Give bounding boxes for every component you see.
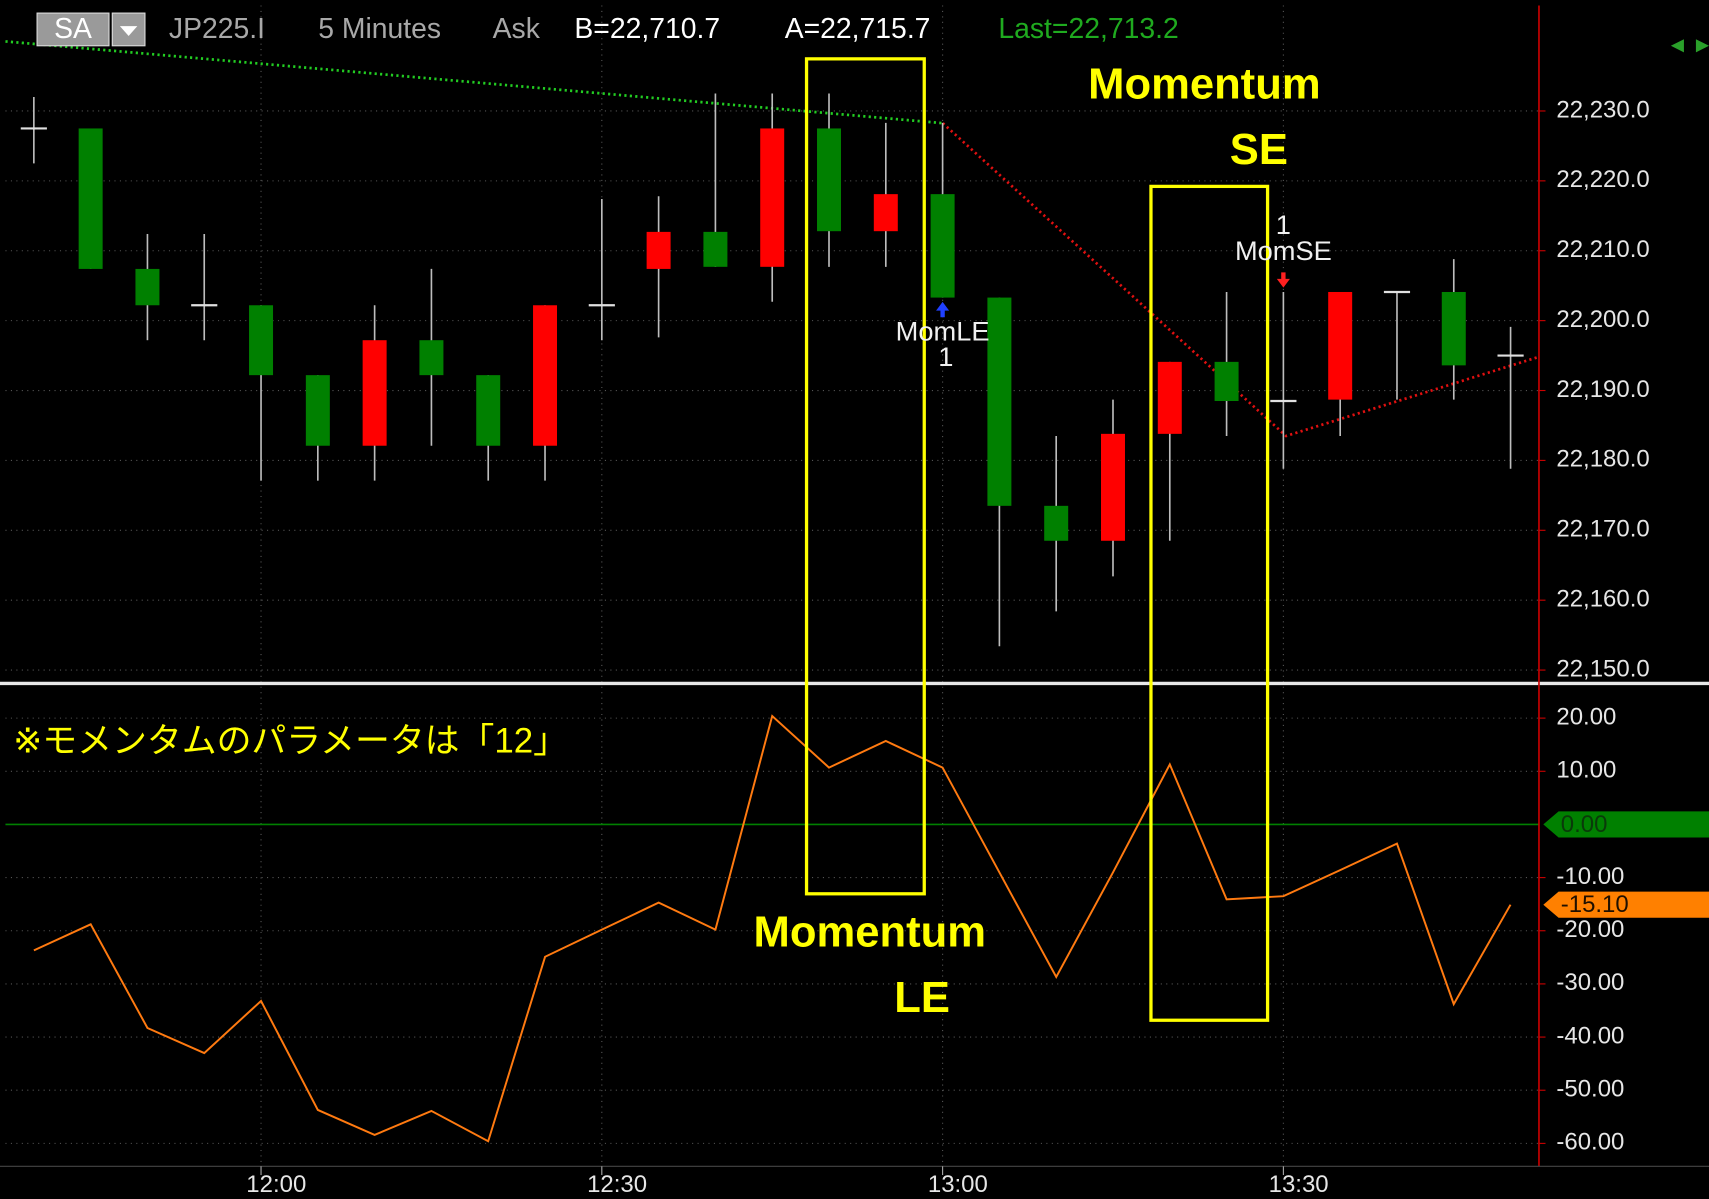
candle-body xyxy=(476,375,501,446)
signal-count: 1 xyxy=(938,341,953,372)
grid-layer xyxy=(5,5,1539,1165)
y-tick-label: 22,180.0 xyxy=(1556,446,1649,473)
value-marker-label: 0.00 xyxy=(1561,811,1608,838)
candle-body xyxy=(703,231,728,267)
y-tick-label: -20.00 xyxy=(1556,916,1624,943)
y-tick-label: 22,230.0 xyxy=(1556,96,1649,123)
y-tick-label: 22,160.0 xyxy=(1556,586,1649,613)
y-tick-label: 22,170.0 xyxy=(1556,516,1649,543)
signal-count: 1 xyxy=(1276,209,1291,240)
candle-body xyxy=(873,194,898,232)
x-tick-label: 13:30 xyxy=(1269,1171,1329,1198)
value-marker xyxy=(1543,891,1709,918)
y-tick-label: -50.00 xyxy=(1556,1076,1624,1103)
candle-body xyxy=(362,340,387,446)
trail-line xyxy=(5,40,943,125)
ask: A=22,715.7 xyxy=(785,13,931,45)
value-marker-label: -15.10 xyxy=(1561,891,1629,918)
y-tick-label: -10.00 xyxy=(1556,863,1624,890)
symbol-button-label[interactable]: SA xyxy=(54,13,92,45)
annotation: Momentum xyxy=(754,909,986,957)
y-tick-label: 22,210.0 xyxy=(1556,236,1649,263)
candle-body xyxy=(646,231,671,269)
highlight-box xyxy=(1149,184,1270,1022)
symbol-button[interactable] xyxy=(36,12,110,47)
y-tick-label: 10.00 xyxy=(1556,757,1616,784)
x-tick-label: 13:00 xyxy=(928,1171,988,1198)
signal-label: MomLE xyxy=(896,316,990,347)
candle-body xyxy=(1214,361,1239,402)
candle-body xyxy=(930,194,955,298)
annotation: SE xyxy=(1230,126,1288,174)
candle-body xyxy=(1101,433,1125,541)
x-tick-label: 12:30 xyxy=(587,1171,647,1198)
y-tick-label: 20.00 xyxy=(1556,703,1616,730)
signal-label: MomSE xyxy=(1235,235,1332,266)
y-tick-label: 22,150.0 xyxy=(1556,655,1649,682)
y-tick-label: -30.00 xyxy=(1556,969,1624,996)
candle-body xyxy=(249,305,274,376)
candle-body xyxy=(1441,291,1466,366)
parameter-note: ※モメンタムのパラメータは「12」 xyxy=(13,722,568,761)
candle-body xyxy=(1328,291,1353,400)
highlight-box xyxy=(804,57,926,896)
y-tick-label: 22,200.0 xyxy=(1556,306,1649,333)
candle-body xyxy=(760,128,785,267)
symbol: JP225.I xyxy=(169,13,265,45)
bid: B=22,710.7 xyxy=(574,13,720,45)
last-price: Last=22,713.2 xyxy=(998,13,1178,45)
mark-layer xyxy=(20,93,1524,1143)
candle-body xyxy=(987,297,1012,506)
candle-body xyxy=(305,375,330,446)
y-tick-label: 22,190.0 xyxy=(1556,376,1649,403)
annotation: LE xyxy=(894,974,950,1022)
momentum-line xyxy=(33,714,1512,1143)
annotation: Momentum xyxy=(1088,61,1320,109)
candle-body xyxy=(1157,361,1182,434)
y-tick-label: 22,220.0 xyxy=(1556,166,1649,193)
candle-body xyxy=(78,128,103,269)
y-tick-label: -60.00 xyxy=(1556,1129,1624,1156)
interval: 5 Minutes xyxy=(318,13,441,45)
scroll-icon[interactable] xyxy=(1670,39,1709,53)
quote-side: Ask xyxy=(493,13,541,45)
candle-body xyxy=(817,128,841,232)
x-tick-label: 12:00 xyxy=(246,1171,306,1198)
value-marker xyxy=(1543,811,1709,838)
signal-arrow xyxy=(1276,272,1290,288)
candle-body xyxy=(1044,505,1069,541)
signal-arrow xyxy=(936,301,950,318)
candle-body xyxy=(533,305,558,446)
dropdown-arrow[interactable] xyxy=(119,26,138,36)
candle-body xyxy=(135,268,160,306)
candle-body xyxy=(419,340,444,376)
y-tick-label: -40.00 xyxy=(1556,1022,1624,1049)
